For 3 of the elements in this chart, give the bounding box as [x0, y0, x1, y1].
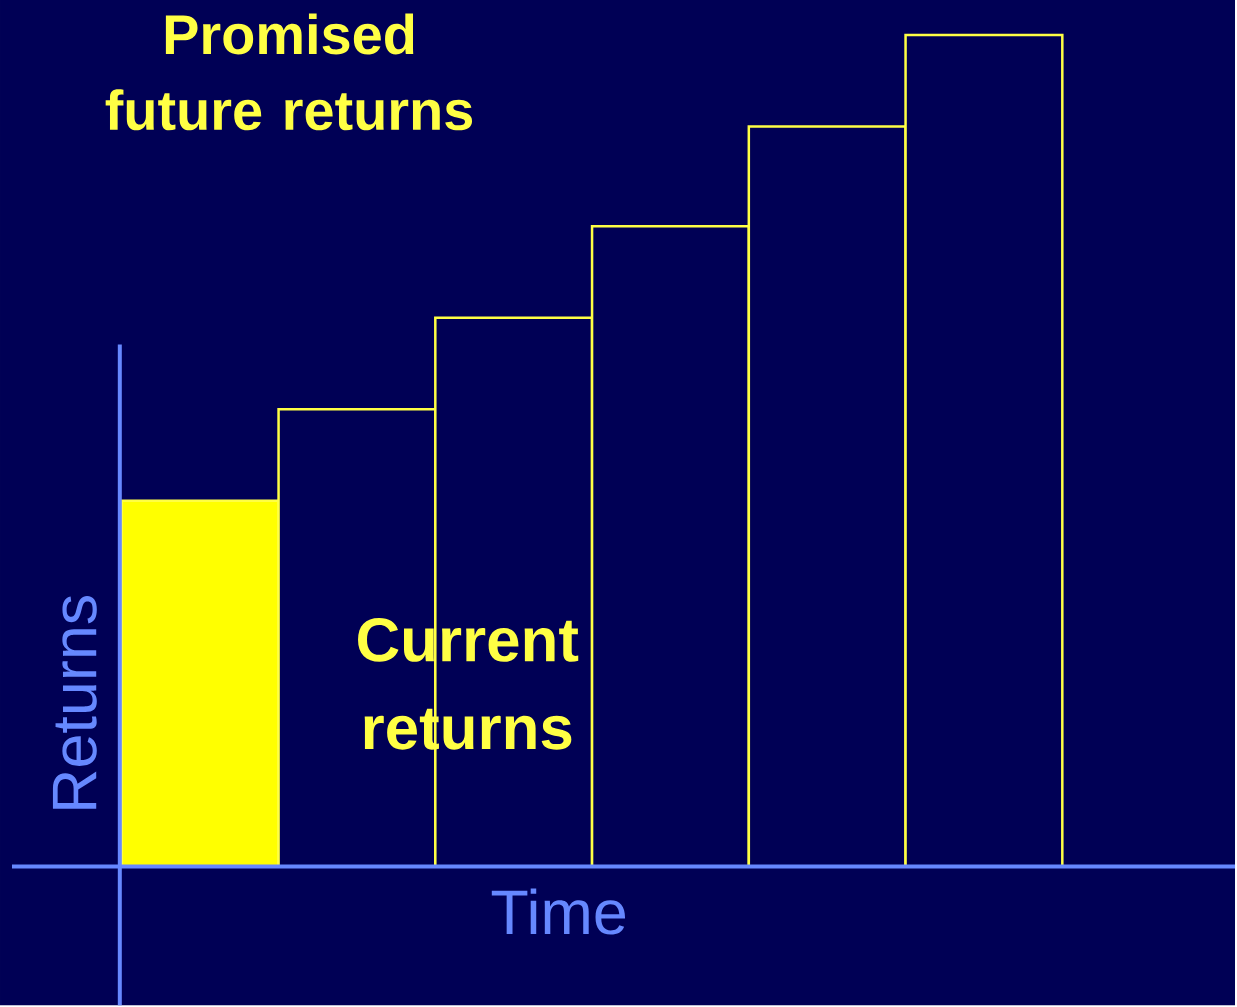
x-axis-title: Time — [491, 888, 626, 935]
y-axis-title: Returns — [52, 595, 97, 809]
annotation: Promised future returns — [105, 13, 473, 131]
